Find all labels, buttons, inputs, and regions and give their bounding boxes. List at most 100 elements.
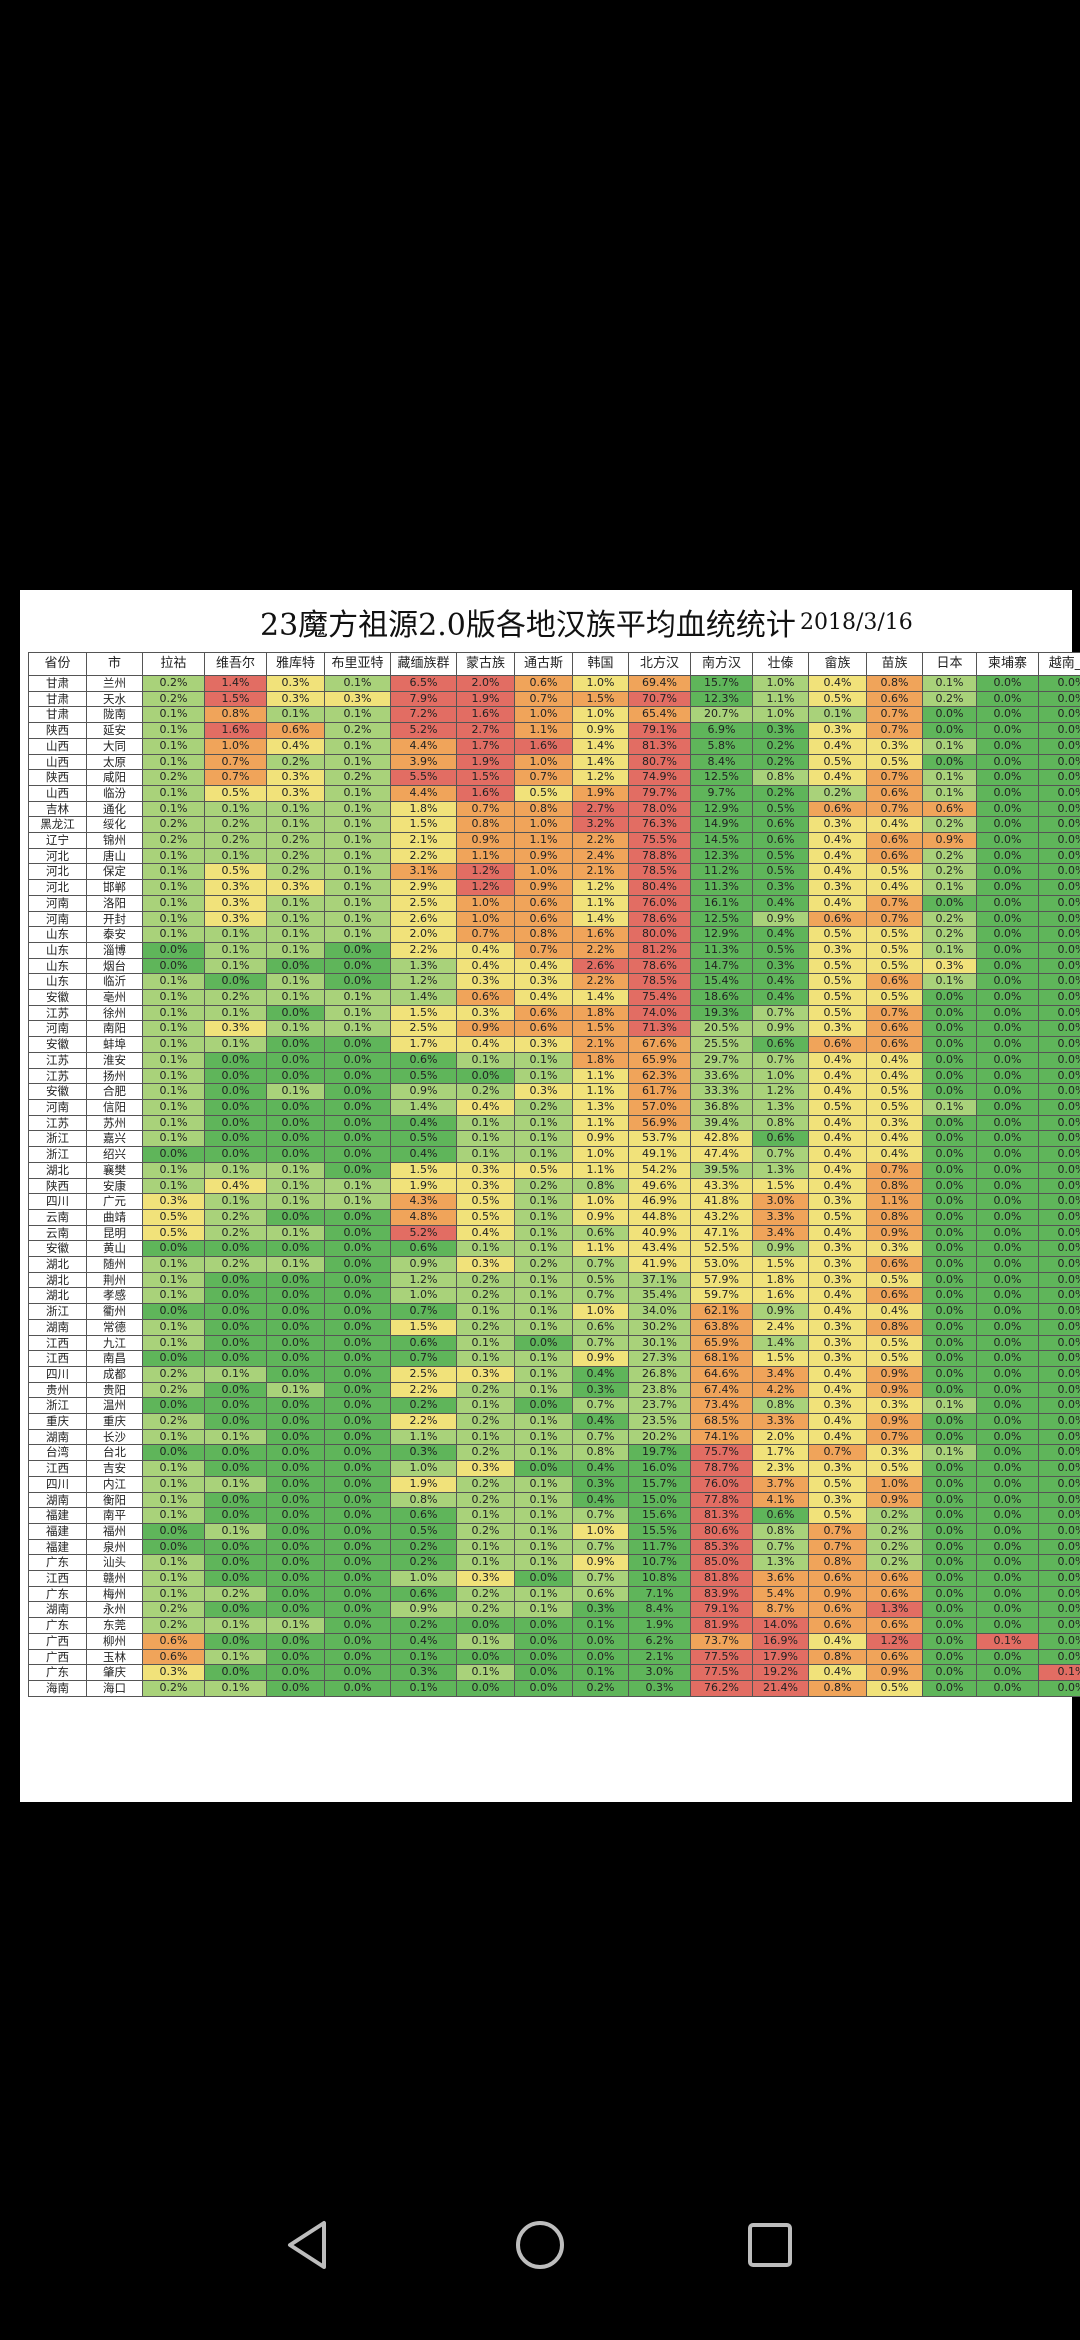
city-cell: 安康: [86, 1177, 143, 1195]
value-cell: 0.2%: [390, 1554, 457, 1572]
value-cell: 0.6%: [514, 1020, 573, 1038]
value-cell: 0.0%: [922, 1161, 977, 1179]
value-cell: 0.3%: [456, 1177, 515, 1195]
value-cell: 0.4%: [514, 989, 573, 1006]
value-cell: 0.0%: [204, 1130, 267, 1148]
value-cell: 0.0%: [1038, 1256, 1080, 1273]
province-cell: 山西: [28, 737, 87, 755]
value-cell: 0.0%: [266, 1114, 325, 1132]
value-cell: 0.1%: [142, 1428, 205, 1446]
value-cell: 0.0%: [324, 1271, 391, 1289]
value-cell: 0.0%: [204, 1460, 267, 1477]
value-cell: 0.2%: [456, 1522, 515, 1540]
value-cell: 0.0%: [266, 1334, 325, 1352]
value-cell: 0.7%: [456, 926, 515, 943]
value-cell: 0.0%: [142, 1538, 205, 1556]
value-cell: 0.8%: [866, 675, 923, 692]
province-cell: 陕西: [28, 1177, 87, 1195]
value-cell: 1.8%: [572, 1051, 629, 1069]
value-cell: 0.5%: [866, 1680, 923, 1697]
value-cell: 78.7%: [690, 1460, 753, 1477]
value-cell: 75.7%: [690, 1444, 753, 1462]
column-header: 畲族: [808, 652, 867, 676]
value-cell: 78.6%: [628, 957, 691, 975]
value-cell: 0.0%: [922, 753, 977, 771]
city-cell: 临汾: [86, 784, 143, 802]
value-cell: 0.1%: [266, 973, 325, 991]
recent-apps-button[interactable]: [740, 2215, 800, 2275]
value-cell: 23.7%: [628, 1397, 691, 1415]
value-cell: 1.6%: [204, 722, 267, 739]
value-cell: 0.0%: [922, 722, 977, 739]
province-cell: 辽宁: [28, 832, 87, 849]
value-cell: 0.0%: [1038, 1004, 1080, 1022]
city-cell: 海口: [86, 1680, 143, 1697]
column-header: 南方汉: [690, 652, 753, 676]
value-cell: 0.0%: [976, 910, 1039, 928]
value-cell: 77.5%: [690, 1648, 753, 1666]
value-cell: 0.7%: [752, 1004, 809, 1022]
image-viewer[interactable]: 23魔方祖源2.0版各地汉族平均血统统计 2018/3/16 省份市拉祜 维吾尔雅…: [0, 0, 1080, 2140]
table-row: 山西 太原 0.1% 0.7% 0.2% 0.1% 3.9% 1.9% 1.0% 1.4% 80.7…: [28, 753, 1080, 771]
system-navigation-bar: [0, 2140, 1080, 2340]
value-cell: 0.5%: [866, 1350, 923, 1367]
document-header: 23魔方祖源2.0版各地汉族平均血统统计 2018/3/16: [20, 590, 1072, 652]
value-cell: 0.1%: [142, 1036, 205, 1053]
value-cell: 0.0%: [1038, 1271, 1080, 1289]
city-cell: 孝感: [86, 1287, 143, 1305]
value-cell: 0.6%: [514, 1004, 573, 1022]
value-cell: 1.7%: [456, 737, 515, 755]
value-cell: 0.0%: [976, 1397, 1039, 1415]
value-cell: 0.7%: [572, 1287, 629, 1305]
value-cell: 0.1%: [324, 737, 391, 755]
city-cell: 柳州: [86, 1632, 143, 1650]
value-cell: 0.1%: [456, 1428, 515, 1446]
value-cell: 0.0%: [922, 1083, 977, 1100]
value-cell: 0.4%: [752, 989, 809, 1006]
value-cell: 78.5%: [628, 973, 691, 991]
value-cell: 0.0%: [976, 1114, 1039, 1132]
value-cell: 0.0%: [922, 1130, 977, 1148]
value-cell: 1.9%: [456, 690, 515, 708]
value-cell: 0.0%: [142, 1303, 205, 1320]
value-cell: 0.3%: [628, 1680, 691, 1697]
value-cell: 0.0%: [922, 1020, 977, 1038]
value-cell: 0.3%: [866, 1114, 923, 1132]
back-button[interactable]: [280, 2215, 340, 2275]
value-cell: 0.1%: [324, 894, 391, 912]
value-cell: 0.3%: [456, 1161, 515, 1179]
value-cell: 0.3%: [266, 690, 325, 708]
value-cell: 0.1%: [142, 1177, 205, 1195]
city-cell: 烟台: [86, 957, 143, 975]
value-cell: 0.2%: [514, 1177, 573, 1195]
province-cell: 江苏: [28, 1004, 87, 1022]
value-cell: 0.0%: [266, 1648, 325, 1666]
value-cell: 0.0%: [324, 1491, 391, 1509]
value-cell: 0.1%: [514, 1130, 573, 1148]
value-cell: 0.5%: [204, 863, 267, 881]
value-cell: 2.1%: [572, 1036, 629, 1053]
value-cell: 0.0%: [324, 1507, 391, 1524]
value-cell: 0.0%: [1038, 1570, 1080, 1587]
value-cell: 0.0%: [266, 1287, 325, 1305]
value-cell: 4.1%: [752, 1491, 809, 1509]
value-cell: 47.4%: [690, 1146, 753, 1163]
value-cell: 0.1%: [922, 1098, 977, 1116]
value-cell: 0.2%: [866, 1522, 923, 1540]
value-cell: 0.1%: [922, 1444, 977, 1462]
value-cell: 0.0%: [1038, 1287, 1080, 1305]
value-cell: 0.8%: [390, 1491, 457, 1509]
value-cell: 0.0%: [976, 1067, 1039, 1085]
value-cell: 0.0%: [572, 1648, 629, 1666]
value-cell: 1.5%: [572, 1020, 629, 1038]
value-cell: 0.0%: [324, 1522, 391, 1540]
value-cell: 0.5%: [866, 1098, 923, 1116]
value-cell: 0.0%: [266, 1570, 325, 1587]
value-cell: 0.0%: [204, 1507, 267, 1524]
value-cell: 85.0%: [690, 1554, 753, 1572]
value-cell: 0.1%: [142, 847, 205, 865]
value-cell: 77.8%: [690, 1491, 753, 1509]
home-button[interactable]: [510, 2215, 570, 2275]
value-cell: 0.1%: [514, 1538, 573, 1556]
value-cell: 0.1%: [324, 989, 391, 1006]
